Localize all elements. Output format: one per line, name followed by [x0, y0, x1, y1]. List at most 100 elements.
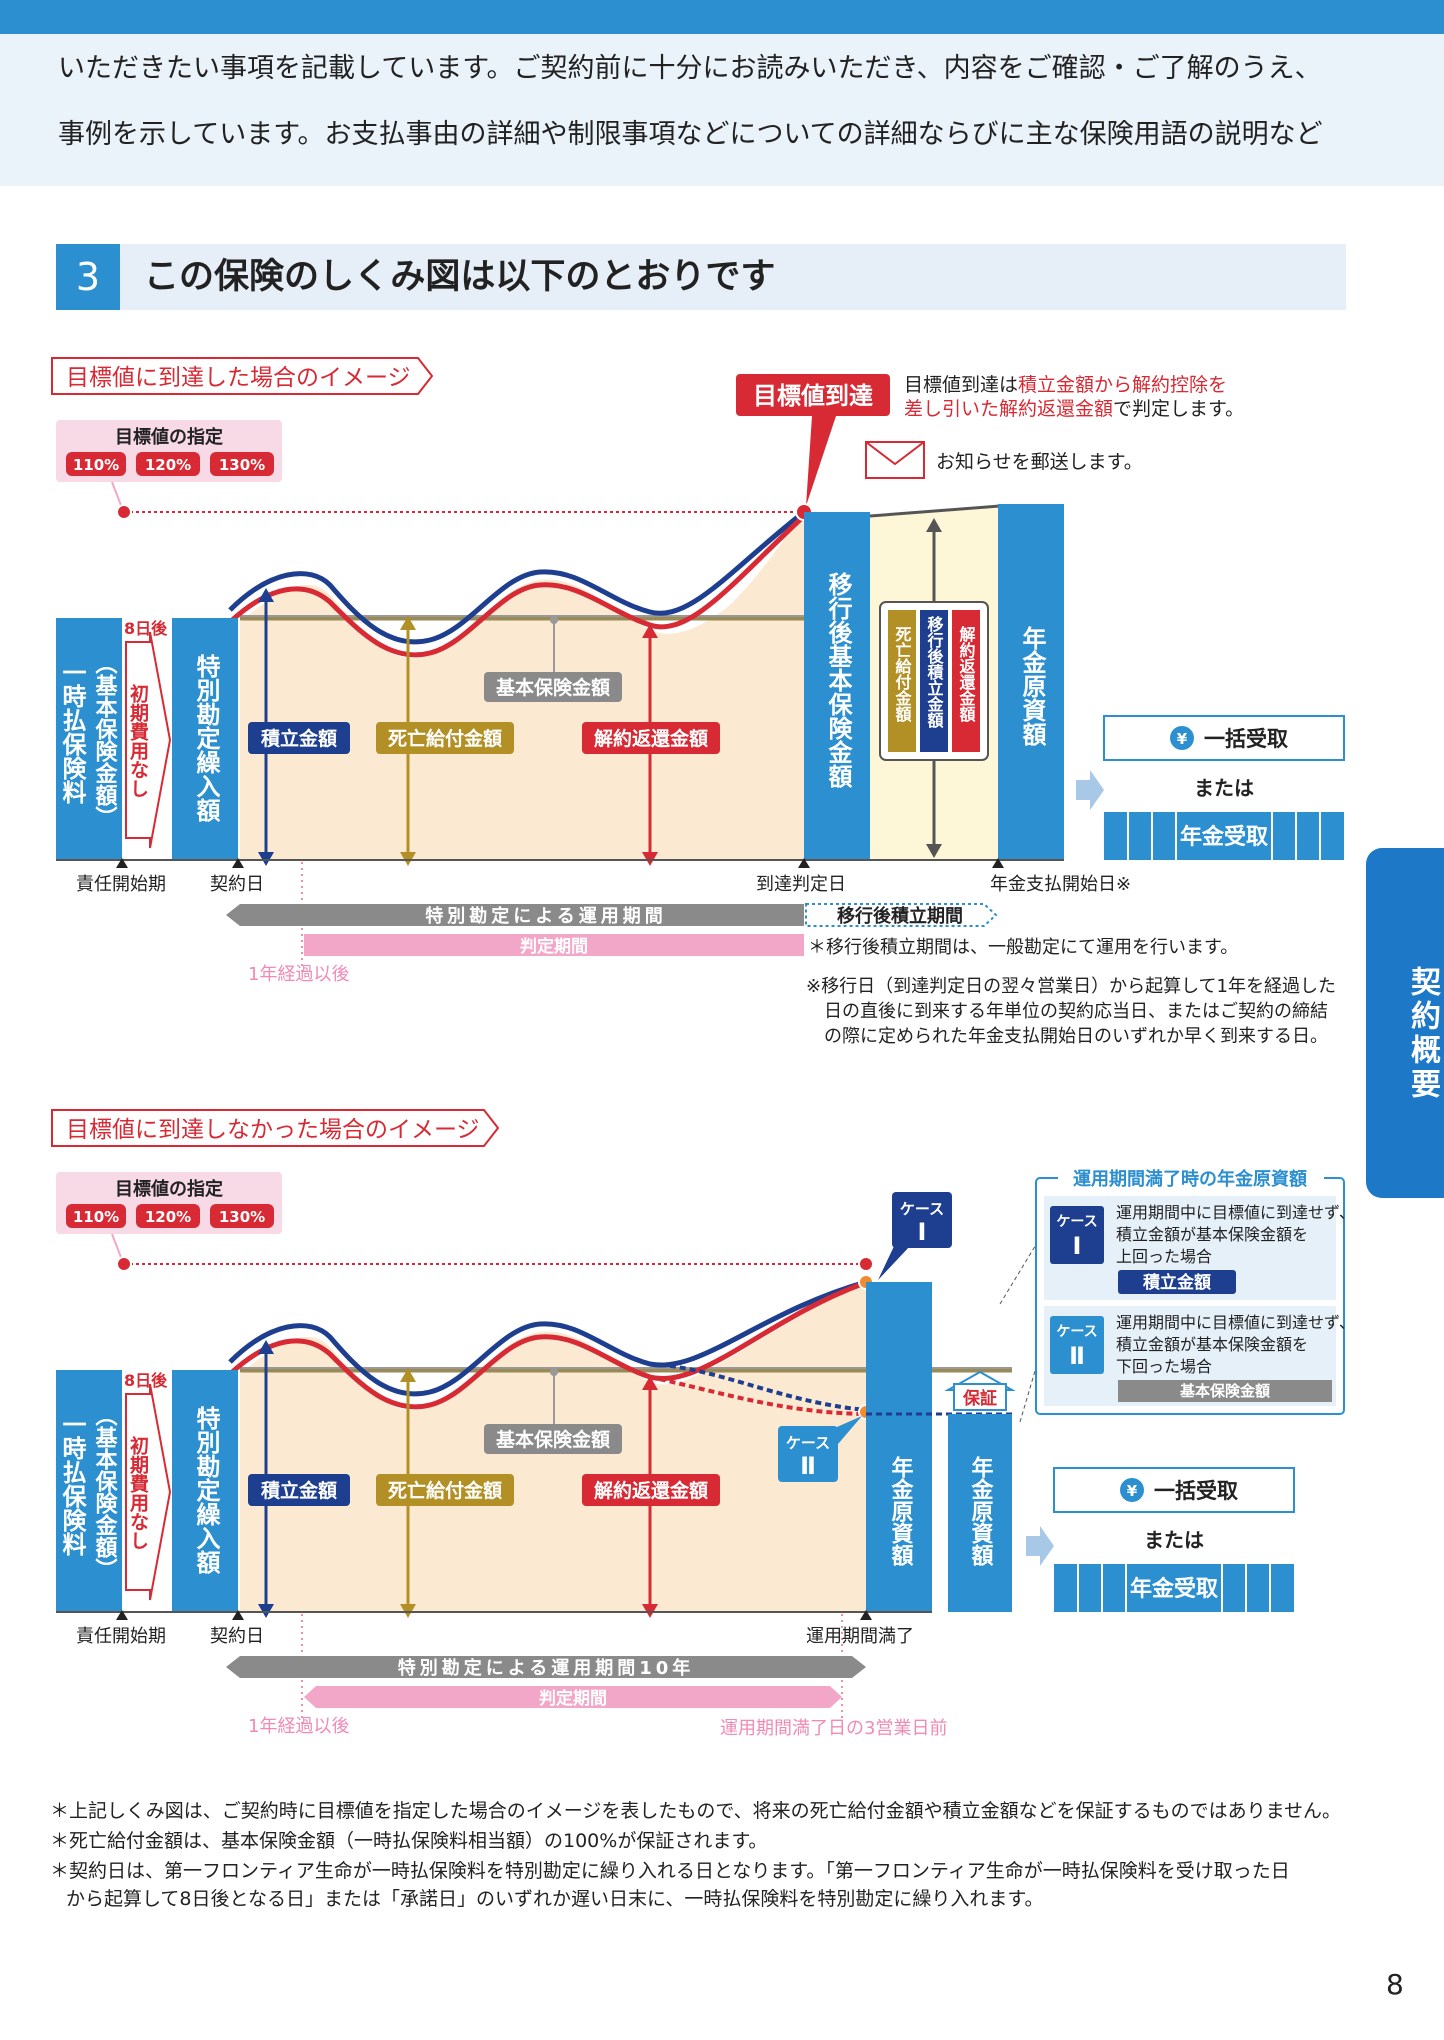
- target-spec-label: 目標値の指定: [115, 426, 223, 448]
- accumulated-curve-case2: [649, 1362, 867, 1412]
- section-title: この保険のしくみ図は以下のとおりです: [144, 257, 776, 297]
- target-start-dot: [116, 504, 132, 520]
- pill-130-text: 130%: [219, 1208, 265, 1226]
- svg-text:死亡給付金額: 死亡給付金額: [388, 727, 502, 750]
- no-cost-text: 初期費用なし: [127, 683, 149, 798]
- svg-text:Ⅰ: Ⅰ: [918, 1218, 927, 1246]
- intro-line-1: いただきたい事項を記載しています。ご契約前に十分にお読みいただき、内容をご確認・…: [58, 53, 1322, 84]
- svg-text:初期費用なし: 初期費用なし: [127, 1435, 149, 1550]
- reach-note-2: 差し引いた解約返還金額で判定します。: [904, 398, 1244, 420]
- svg-text:¥: ¥: [1127, 1482, 1138, 1500]
- accumulated-curve: [228, 510, 806, 645]
- svg-text:基本保険金額: 基本保険金額: [495, 676, 610, 699]
- case2-badge: ケース Ⅱ: [778, 1416, 862, 1482]
- target-spec-box: 目標値の指定 110% 120% 130%: [56, 420, 282, 509]
- svg-text:一括受取: 一括受取: [1204, 727, 1288, 751]
- side-tab-label: 契約概要: [1405, 966, 1440, 1102]
- svg-text:日の直後に到来する年単位の契約応当日、またはご契約の締結: 日の直後に到来する年単位の契約応当日、またはご契約の締結: [824, 1001, 1328, 1022]
- svg-text:一括受取: 一括受取: [1154, 1479, 1238, 1503]
- pill-120: [136, 452, 200, 476]
- special-period-bar: [226, 1656, 866, 1678]
- special-period-bar: [226, 904, 804, 926]
- svg-text:死亡給付金額: 死亡給付金額: [388, 1479, 502, 1502]
- judge-period-bar: [304, 1686, 842, 1708]
- premium-column: [56, 1370, 122, 1612]
- svg-text:解約返還金額: 解約返還金額: [594, 727, 708, 750]
- footnote-3: ＊契約日は、第一フロンティア生命が一時払保険料を特別勘定に繰り入れる日となります…: [50, 1860, 1290, 1882]
- eight-days-label: 8日後: [124, 619, 168, 638]
- side-tab[interactable]: 契約概要: [1366, 848, 1444, 1198]
- svg-text:Ⅱ: Ⅱ: [800, 1452, 816, 1480]
- svg-text:Ⅰ: Ⅰ: [1073, 1232, 1082, 1260]
- diagram-title-tag: 目標値に到達した場合のイメージ: [51, 357, 434, 395]
- svg-text:8日後: 8日後: [124, 1371, 168, 1390]
- svg-text:移行後積立期間: 移行後積立期間: [837, 905, 963, 927]
- mail-icon: [865, 441, 925, 479]
- transfer-basic-column: [804, 512, 870, 860]
- judge-period-bar: [304, 934, 804, 956]
- svg-text:ケース: ケース: [1056, 1324, 1097, 1340]
- basic-insurance-tag: [484, 672, 622, 702]
- surrender-tag: [582, 722, 720, 754]
- lump-sum-box: [1053, 1467, 1295, 1513]
- svg-text:契約日: 契約日: [210, 874, 264, 895]
- surrender-curve-case2: [649, 1375, 863, 1416]
- svg-text:¥: ¥: [1177, 730, 1188, 748]
- pill-120-text: 120%: [145, 456, 191, 474]
- reach-badge: 目標値到達: [736, 374, 890, 506]
- intro-line-2: 事例を示しています。お支払事由の詳細や制限事項などについての詳細ならびに主な保険…: [58, 119, 1323, 150]
- svg-text:ケース: ケース: [1056, 1214, 1097, 1230]
- premium-column-subtext: （基本保険金額）: [92, 652, 119, 828]
- svg-text:積立金額: 積立金額: [261, 1479, 337, 1502]
- svg-text:基本保険金額: 基本保険金額: [1179, 1382, 1270, 1400]
- svg-text:ケース: ケース: [900, 1200, 944, 1218]
- svg-text:死亡給付金額: 死亡給付金額: [893, 626, 913, 723]
- special-account-text: 特別勘定繰入額: [192, 654, 220, 823]
- mail-note: お知らせを郵送します。: [936, 451, 1143, 473]
- svg-text:移行後積立金額: 移行後積立金額: [925, 615, 945, 729]
- case1-badge: ケース Ⅰ: [878, 1192, 952, 1280]
- svg-text:または: または: [1144, 1528, 1204, 1552]
- pill-110: [66, 452, 126, 476]
- pension-receive-box: [1104, 812, 1344, 860]
- svg-text:判定期間: 判定期間: [520, 936, 588, 957]
- svg-text:年金受取: 年金受取: [1130, 1576, 1218, 1602]
- pill-110-text: 110%: [73, 456, 119, 474]
- yen-icon: [1170, 726, 1194, 750]
- diagram-reached-svg: 目標値に到達した場合のイメージ 目標値の指定 110% 120% 130% 目標…: [51, 357, 1345, 1047]
- svg-text:特別勘定による運用期間: 特別勘定による運用期間: [425, 905, 666, 927]
- svg-text:運用期間満了日の3営業日前: 運用期間満了日の3営業日前: [720, 1718, 947, 1739]
- pill-120-text: 120%: [145, 1208, 191, 1226]
- svg-text:上回った場合: 上回った場合: [1116, 1247, 1212, 1266]
- svg-text:特別勘定による運用期間10年: 特別勘定による運用期間10年: [398, 1657, 695, 1679]
- svg-text:（基本保険金額）: （基本保険金額）: [92, 1404, 119, 1580]
- svg-text:契約日: 契約日: [210, 1626, 264, 1647]
- svg-text:運用期間中に目標値に到達せず、: 運用期間中に目標値に到達せず、: [1116, 1203, 1355, 1222]
- svg-text:積立金額が基本保険金額を: 積立金額が基本保険金額を: [1116, 1335, 1308, 1354]
- diagram-reached: 目標値に到達した場合のイメージ 目標値の指定 110% 120% 130% 目標…: [0, 340, 1444, 1060]
- footnote-4: から起算して8日後となる日」または「承諾日」のいずれか遅い日末に、一時払保険料を…: [66, 1888, 1044, 1910]
- svg-text:年金受取: 年金受取: [1180, 824, 1268, 850]
- svg-text:ケース: ケース: [786, 1434, 830, 1452]
- svg-text:または: または: [1194, 776, 1254, 800]
- svg-text:特別勘定繰入額: 特別勘定繰入額: [192, 1406, 220, 1575]
- no-cost-arrow: [125, 1383, 172, 1601]
- accumulated-curve: [228, 1279, 867, 1397]
- section-header: 3 この保険のしくみ図は以下のとおりです: [56, 244, 1346, 310]
- svg-text:責任開始期: 責任開始期: [76, 1626, 166, 1647]
- footnote-1: ＊上記しくみ図は、ご契約時に目標値を指定した場合のイメージを表したもので、将来の…: [50, 1800, 1342, 1822]
- pill-130: [210, 1204, 274, 1228]
- page-number: 8: [1386, 1968, 1404, 2001]
- pension-fund-column-case1: [866, 1282, 932, 1612]
- svg-text:※移行日（到達判定日の翌々営業日）から起算して1年を経過した: ※移行日（到達判定日の翌々営業日）から起算して1年を経過した: [806, 976, 1336, 997]
- pill-130-text: 130%: [219, 456, 265, 474]
- pill-110: [66, 1204, 126, 1228]
- special-account-column: [172, 1370, 238, 1612]
- pill-130: [210, 452, 274, 476]
- section-number: 3: [56, 244, 120, 310]
- svg-text:責任開始期: 責任開始期: [76, 874, 166, 895]
- svg-text:積立金額が基本保険金額を: 積立金額が基本保険金額を: [1116, 1225, 1308, 1244]
- accumulated-tag: [248, 722, 350, 754]
- svg-text:積立金額: 積立金額: [261, 727, 337, 750]
- svg-text:解約返還金額: 解約返還金額: [594, 1479, 708, 1502]
